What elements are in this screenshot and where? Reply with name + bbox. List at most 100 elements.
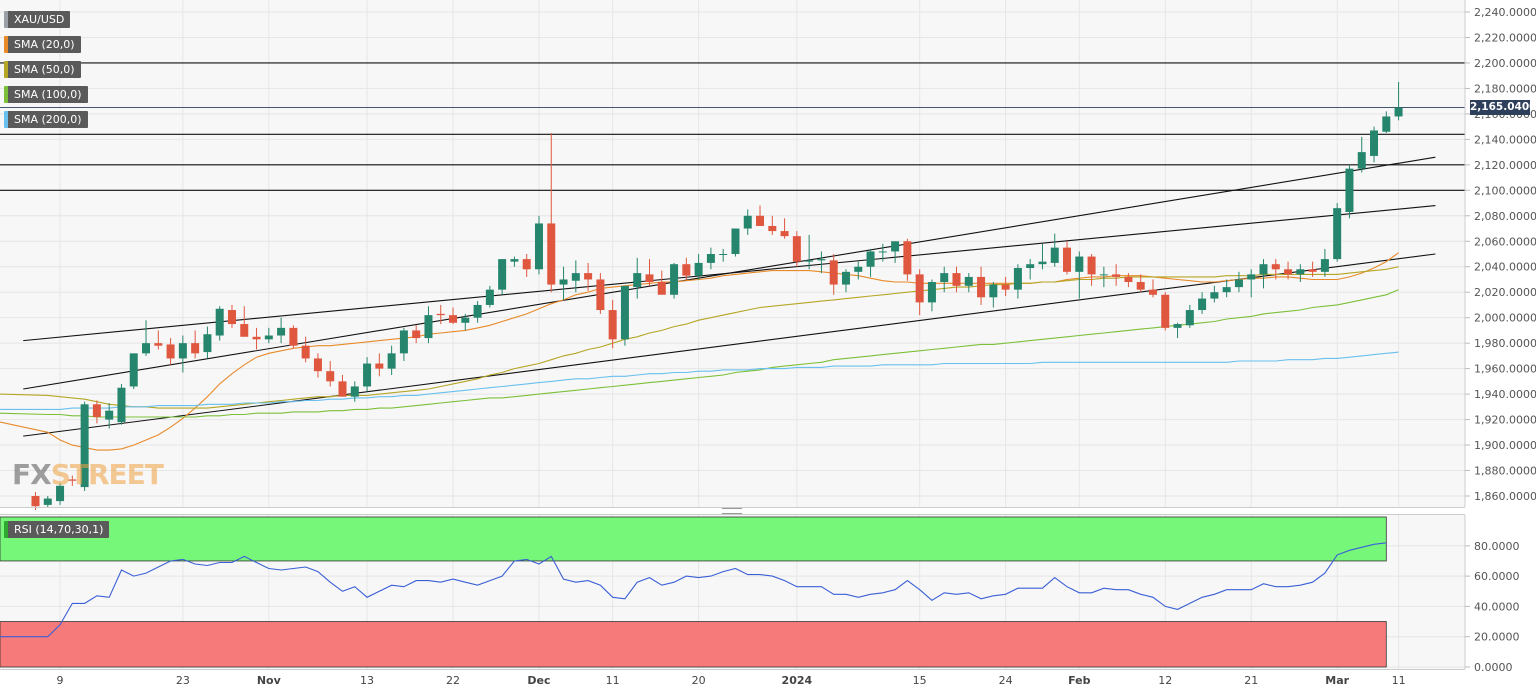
candle-body (805, 260, 814, 262)
x-tick-label: 15 (913, 674, 927, 687)
candle (866, 248, 875, 277)
candle-body (559, 279, 568, 285)
candle-body (596, 279, 605, 311)
candle-body (915, 274, 924, 303)
candle (1063, 241, 1072, 275)
candle (620, 285, 629, 346)
candle (792, 231, 801, 267)
candle (498, 259, 507, 295)
rsi-line (0, 542, 1387, 638)
candle (1357, 136, 1366, 173)
candle-body (1333, 208, 1342, 260)
x-tick-label: 13 (360, 674, 374, 687)
candle-body (657, 282, 666, 295)
y-tick-label: 2,040.0000 (1474, 261, 1536, 274)
candle-body (1185, 310, 1194, 326)
legend-sma100[interactable]: SMA (100,0) (4, 86, 88, 103)
candle-body (829, 260, 838, 285)
candle (841, 269, 850, 293)
candle (191, 330, 200, 359)
candle (596, 273, 605, 314)
candle-body (510, 259, 519, 262)
candle (1173, 322, 1182, 339)
candle (1247, 269, 1256, 298)
candle-body (1038, 261, 1047, 265)
candle (559, 266, 568, 300)
candle-body (1013, 268, 1022, 290)
legend-sma50[interactable]: SMA (50,0) (4, 61, 81, 78)
candle (485, 285, 494, 308)
candle (166, 338, 175, 365)
candle-body (584, 273, 593, 280)
candle (878, 243, 887, 262)
y-tick-label: 2,120.0000 (1474, 159, 1536, 172)
candle-body (571, 273, 580, 281)
candle-body (1173, 324, 1182, 328)
candle-body (412, 330, 421, 339)
candle-body (461, 317, 470, 323)
candle-body (56, 485, 65, 502)
candle-body (240, 324, 249, 337)
candle (56, 483, 65, 505)
candle-body (768, 225, 777, 232)
y-tick-label: 2,020.0000 (1474, 286, 1536, 299)
legend-sma20[interactable]: SMA (20,0) (4, 36, 81, 53)
candle-body (264, 335, 273, 340)
y-tick-label: 1,900.0000 (1474, 439, 1536, 452)
sma100-line (0, 289, 1399, 418)
legend-symbol[interactable]: XAU/USD (4, 11, 71, 28)
candle (142, 320, 151, 356)
candle (326, 360, 335, 387)
candle-body (436, 313, 445, 316)
rsi-y-tick-label: 40.0000 (1474, 600, 1520, 613)
x-tick-label: 11 (1392, 674, 1406, 687)
legend-sma200[interactable]: SMA (200,0) (4, 111, 88, 128)
candle-body (792, 236, 801, 262)
x-tick-label: 9 (57, 674, 64, 687)
candle-body (166, 344, 175, 359)
candle-body (633, 273, 642, 288)
y-tick-label: 2,140.0000 (1474, 133, 1536, 146)
candle-body (989, 284, 998, 298)
y-tick-label: 1,860.0000 (1474, 490, 1536, 503)
candle (547, 133, 556, 293)
candle-body (522, 259, 531, 270)
pane-resize-handle[interactable] (722, 508, 742, 514)
candle (940, 266, 949, 293)
candle (1148, 279, 1157, 298)
candle (682, 257, 691, 280)
candle-body (142, 343, 151, 354)
x-tick-label: 2024 (782, 674, 813, 687)
candle (461, 313, 470, 331)
fxstreet-watermark: FXSTREET (12, 458, 164, 491)
candle (289, 325, 298, 349)
candle-body (68, 479, 77, 481)
x-tick-label: 21 (1244, 674, 1258, 687)
candle (449, 307, 458, 325)
candle (645, 259, 654, 286)
candle (1136, 274, 1145, 293)
candle (1222, 279, 1231, 298)
candle-body (1198, 298, 1207, 311)
candle (375, 353, 384, 377)
candle-body (191, 343, 200, 354)
candle (1308, 261, 1317, 277)
candle (68, 475, 77, 486)
candle (1161, 292, 1170, 331)
candle-body (1075, 256, 1084, 272)
y-tick-label: 2,000.0000 (1474, 312, 1536, 325)
candle-body (608, 310, 617, 340)
candle-body (780, 231, 789, 237)
candle (1210, 285, 1219, 303)
candle (1284, 261, 1293, 280)
candle (43, 496, 52, 508)
candle (989, 282, 998, 308)
candle-body (215, 308, 224, 336)
watermark-fx: FX (12, 458, 52, 491)
candle (1075, 251, 1084, 299)
legend-rsi[interactable]: RSI (14,70,30,1) (4, 521, 110, 538)
candle-body (313, 358, 322, 372)
candle (977, 266, 986, 305)
candle-body (375, 363, 384, 369)
